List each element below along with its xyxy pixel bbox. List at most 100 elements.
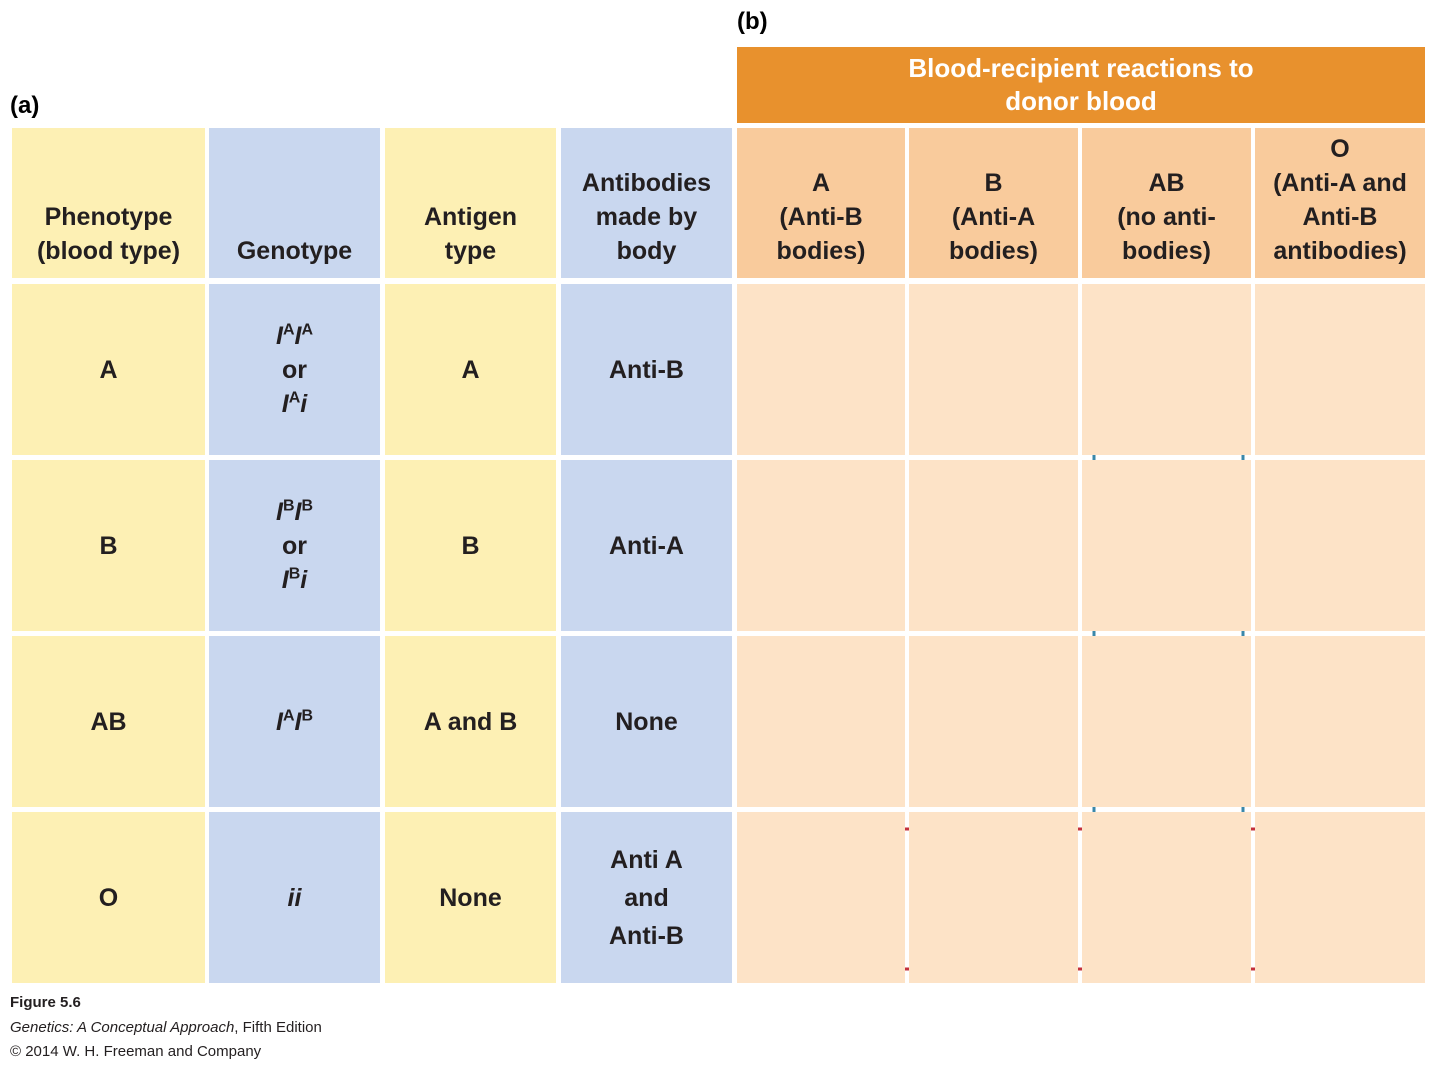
reaction-cell (1255, 460, 1425, 631)
header-line: O (1330, 135, 1350, 163)
header-line: AB (1148, 169, 1185, 197)
allele: I (275, 321, 283, 350)
reaction-cell (737, 284, 905, 455)
antigen-cell: None (385, 812, 556, 983)
header-line: (Anti-A and (1273, 169, 1407, 197)
allele-superscript: A (301, 321, 314, 339)
antibody-line: Anti A (610, 845, 683, 874)
genotype-line: IAIB (276, 705, 313, 739)
allele: i (300, 389, 308, 418)
header-line: (no anti- (1117, 203, 1216, 231)
antigen: B (461, 531, 480, 560)
header-line: (Anti-B (779, 203, 863, 231)
genotype-line: IBi (282, 563, 307, 597)
antigen-cell: A and B (385, 636, 556, 807)
phenotype: B (99, 531, 118, 560)
column-header: Antibodies made by body (561, 128, 732, 278)
allele: I (294, 707, 302, 736)
genotype-cell: ii (209, 812, 380, 983)
allele-superscript: A (288, 389, 301, 407)
header-line: antibodies) (1273, 237, 1407, 265)
recipient-header: Blood-recipient reactions to donor blood (737, 47, 1425, 123)
genotype-cell: IBIB or IBi (209, 460, 380, 631)
allele-superscript: B (301, 497, 314, 515)
allele: I (275, 497, 283, 526)
reaction-cell (1255, 812, 1425, 983)
source-edition: , Fifth Edition (234, 1019, 322, 1036)
allele: I (294, 321, 302, 350)
antigen: A (461, 355, 480, 384)
genotype-cell: IAIA or IAi (209, 284, 380, 455)
recipient-column-header: AB (no anti-bodies) (1082, 128, 1251, 278)
reaction-cell (737, 636, 905, 807)
reaction-cell (737, 460, 905, 631)
antigen-cell: A (385, 284, 556, 455)
antibodies-cell: Anti A and Anti-B (561, 812, 732, 983)
recipient-column-header: A (Anti-B bodies) (737, 128, 905, 278)
column-header: Antigen type (385, 128, 556, 278)
phenotype: A (99, 355, 118, 384)
genotype-connector: or (282, 531, 307, 560)
header-line: body (616, 237, 677, 265)
genotype-line: ii (288, 881, 302, 915)
header-line: (blood type) (36, 237, 181, 265)
antigen: A and B (423, 707, 518, 736)
allele-superscript: A (282, 321, 295, 339)
header-line: Phenotype (44, 203, 173, 231)
antibody-line: None (615, 707, 678, 736)
reaction-cell (737, 812, 905, 983)
reaction-cell (909, 636, 1078, 807)
recipient-column-header: O (Anti-A and Anti-B antibodies) (1255, 128, 1425, 278)
phenotype: O (98, 883, 119, 912)
antigen-cell: B (385, 460, 556, 631)
genotype-line: IAIA (276, 319, 313, 353)
genotype-line: IBIB (276, 495, 313, 529)
header-line: B (984, 169, 1003, 197)
phenotype-cell: O (12, 812, 205, 983)
header-line: A (811, 169, 831, 197)
panel-label: (a) (10, 92, 40, 119)
reaction-cell (1082, 636, 1251, 807)
allele: i (300, 565, 308, 594)
reaction-cell (1082, 812, 1251, 983)
header-line: Antigen (423, 203, 518, 231)
header-line: Genotype (236, 237, 353, 265)
allele: ii (287, 883, 302, 912)
column-header: Genotype (209, 128, 380, 278)
genotype-line: IAi (282, 387, 307, 421)
panel-label: (b) (737, 8, 768, 35)
allele-superscript: B (282, 497, 295, 515)
reaction-cell (909, 460, 1078, 631)
reaction-cell (1255, 284, 1425, 455)
header-line: Anti-B (1302, 203, 1378, 231)
antibody-line: and (624, 883, 669, 912)
column-header: Phenotype (blood type) (12, 128, 205, 278)
reaction-cell (1082, 284, 1251, 455)
allele: I (281, 389, 289, 418)
header-line: bodies) (776, 237, 866, 265)
genotype-cell: IAIB (209, 636, 380, 807)
figure-number: Figure 5.6 (10, 994, 81, 1011)
allele: I (275, 707, 283, 736)
source: Genetics: A Conceptual Approach, Fifth E… (10, 1019, 322, 1036)
allele: I (281, 565, 289, 594)
reaction-cell (1255, 636, 1425, 807)
header-line: made by (595, 203, 698, 231)
phenotype-cell: AB (12, 636, 205, 807)
reaction-cell (1082, 460, 1251, 631)
allele: I (294, 497, 302, 526)
source-title: Genetics: A Conceptual Approach (10, 1019, 235, 1036)
recipient-column-header: B (Anti-A bodies) (909, 128, 1078, 278)
phenotype-cell: A (12, 284, 205, 455)
antigen: None (439, 883, 502, 912)
copyright: © 2014 W. H. Freeman and Company (10, 1043, 262, 1060)
header-line: donor blood (1005, 86, 1157, 116)
antibody-line: Anti-B (609, 921, 684, 950)
antibodies-cell: None (561, 636, 732, 807)
header-line: bodies) (1122, 237, 1211, 265)
allele-superscript: B (288, 565, 301, 583)
header-line: (Anti-A (951, 203, 1036, 231)
header-line: type (444, 237, 497, 265)
header-line: Antibodies (581, 169, 712, 197)
